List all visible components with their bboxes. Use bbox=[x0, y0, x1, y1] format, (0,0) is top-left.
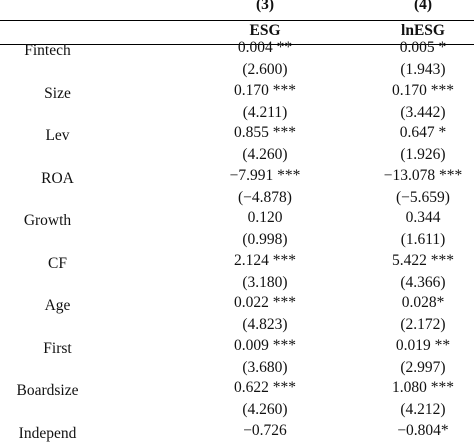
lnesg-coefficient: −13.078 *** bbox=[383, 166, 463, 184]
header-bottom-rule bbox=[0, 44, 474, 45]
row-variable-label: CF bbox=[48, 254, 67, 272]
esg-coefficient: 0.022 *** bbox=[234, 294, 296, 311]
esg-t-statistic: (2.600) bbox=[242, 61, 288, 78]
lnesg-t-statistic: (2.172) bbox=[400, 316, 446, 333]
lnesg-coefficient: 0.647 * bbox=[399, 124, 447, 141]
lnesg-t-statistic: (4.366) bbox=[400, 273, 446, 291]
lnesg-coefficient: 0.344 bbox=[405, 209, 441, 226]
column-4-header: lnESG bbox=[401, 22, 445, 39]
row-variable-label: Growth bbox=[23, 212, 72, 229]
lnesg-coefficient: 1.080 *** bbox=[392, 379, 454, 396]
esg-coefficient: 0.622 *** bbox=[234, 379, 296, 396]
header-divider bbox=[0, 20, 474, 21]
lnesg-coefficient: 0.005 * bbox=[399, 39, 447, 56]
esg-coefficient: 2.124 *** bbox=[234, 251, 296, 269]
esg-coefficient: 0.120 bbox=[247, 209, 283, 226]
esg-t-statistic: (−4.878) bbox=[238, 188, 292, 206]
lnesg-coefficient: 0.028* bbox=[401, 294, 445, 311]
lnesg-t-statistic: (−5.659) bbox=[396, 188, 450, 206]
lnesg-t-statistic: (1.926) bbox=[400, 146, 446, 163]
esg-t-statistic: (3.680) bbox=[242, 358, 288, 376]
lnesg-coefficient: 0.170 *** bbox=[392, 81, 454, 99]
esg-t-statistic: (4.260) bbox=[242, 401, 288, 418]
lnesg-coefficient: 0.019 ** bbox=[395, 336, 451, 354]
esg-coefficient: 0.855 *** bbox=[234, 124, 296, 141]
lnesg-t-statistic: (2.997) bbox=[400, 358, 446, 376]
row-variable-label: Fintech bbox=[24, 42, 71, 59]
esg-coefficient: 0.009 *** bbox=[234, 336, 296, 354]
row-variable-label: Lev bbox=[45, 127, 70, 144]
row-variable-label: Size bbox=[44, 84, 71, 102]
esg-t-statistic: (4.823) bbox=[242, 316, 288, 333]
lnesg-t-statistic: (1.943) bbox=[400, 61, 446, 78]
esg-t-statistic: (0.998) bbox=[242, 231, 288, 248]
row-variable-label: Age bbox=[44, 297, 71, 314]
esg-coefficient: −7.991 *** bbox=[229, 166, 301, 184]
lnesg-t-statistic: (1.611) bbox=[400, 231, 446, 248]
lnesg-t-statistic: (4.212) bbox=[400, 401, 446, 418]
esg-t-statistic: (4.260) bbox=[242, 146, 288, 163]
esg-coefficient: −0.726 bbox=[243, 421, 287, 439]
esg-t-statistic: (4.211) bbox=[242, 103, 288, 121]
esg-coefficient: 0.170 *** bbox=[234, 81, 296, 99]
lnesg-coefficient: −0.804* bbox=[397, 421, 449, 439]
row-variable-label: First bbox=[43, 339, 72, 357]
lnesg-t-statistic: (3.442) bbox=[400, 103, 446, 121]
column-3-header: ESG bbox=[249, 22, 281, 39]
row-variable-label: Independ bbox=[18, 424, 77, 442]
lnesg-coefficient: 5.422 *** bbox=[392, 251, 454, 269]
column-4-number: (4) bbox=[413, 0, 433, 13]
esg-coefficient: 0.004 ** bbox=[237, 39, 293, 56]
column-3-number: (3) bbox=[255, 0, 275, 13]
esg-t-statistic: (3.180) bbox=[242, 273, 288, 291]
row-variable-label: ROA bbox=[41, 169, 74, 187]
row-variable-label: Boardsize bbox=[16, 382, 79, 399]
